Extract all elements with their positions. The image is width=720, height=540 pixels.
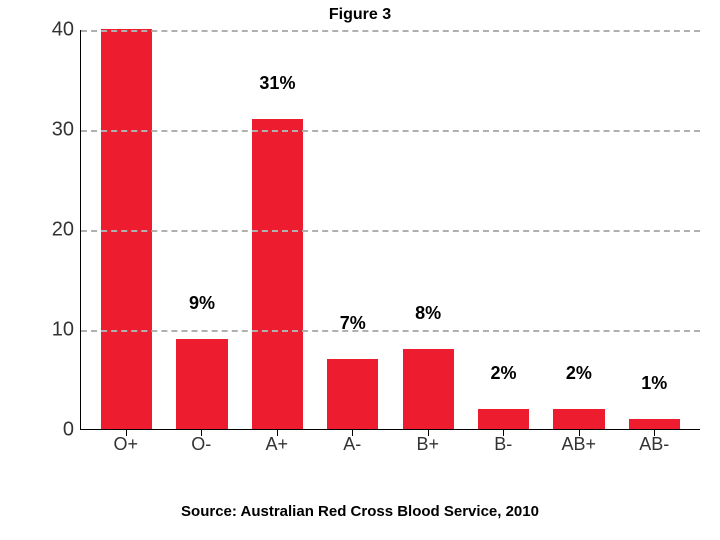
- plot: 40%9%31%7%8%2%2%1%: [80, 30, 700, 430]
- y-tick-label: 0: [63, 419, 74, 442]
- bar: [553, 409, 604, 429]
- x-axis-label: A+: [239, 434, 315, 455]
- x-tick: [201, 430, 202, 436]
- bar-value-label: 1%: [641, 373, 667, 396]
- y-axis: 010203040: [50, 30, 80, 430]
- bar-value-label: 40%: [109, 0, 145, 6]
- bar: [403, 349, 454, 429]
- x-axis-label: O-: [164, 434, 240, 455]
- bar-value-label: 2%: [566, 363, 592, 386]
- bar: [101, 29, 152, 429]
- bar-value-label: 31%: [259, 73, 295, 96]
- bar-value-label: 7%: [340, 313, 366, 336]
- y-tick-label: 20: [52, 219, 74, 242]
- bar: [176, 339, 227, 429]
- bar: [478, 409, 529, 429]
- x-tick: [126, 430, 127, 436]
- bar-value-label: 8%: [415, 303, 441, 326]
- x-tick: [277, 430, 278, 436]
- bar: [252, 119, 303, 429]
- chart-area: 010203040 40%9%31%7%8%2%2%1% O+O-A+A-B+B…: [50, 30, 700, 470]
- x-tick: [654, 430, 655, 436]
- x-axis-label: O+: [88, 434, 164, 455]
- x-labels: O+O-A+A-B+B-AB+AB-: [80, 434, 700, 455]
- x-tick: [352, 430, 353, 436]
- x-axis-label: B-: [466, 434, 542, 455]
- bar: [327, 359, 378, 429]
- x-axis-label: AB-: [617, 434, 693, 455]
- x-axis-label: B+: [390, 434, 466, 455]
- x-axis-label: AB+: [541, 434, 617, 455]
- source-text: Source: Australian Red Cross Blood Servi…: [0, 503, 720, 520]
- gridline: [81, 30, 700, 32]
- y-tick-label: 10: [52, 319, 74, 342]
- bar-value-label: 2%: [491, 363, 517, 386]
- y-tick-label: 30: [52, 119, 74, 142]
- x-tick: [579, 430, 580, 436]
- x-axis-label: A-: [315, 434, 391, 455]
- bar: [629, 419, 680, 429]
- figure-title: Figure 3: [0, 6, 720, 24]
- gridline: [81, 230, 700, 232]
- x-tick: [503, 430, 504, 436]
- gridline: [81, 330, 700, 332]
- gridline: [81, 130, 700, 132]
- y-tick-label: 40: [52, 19, 74, 42]
- x-tick: [428, 430, 429, 436]
- bar-value-label: 9%: [189, 293, 215, 316]
